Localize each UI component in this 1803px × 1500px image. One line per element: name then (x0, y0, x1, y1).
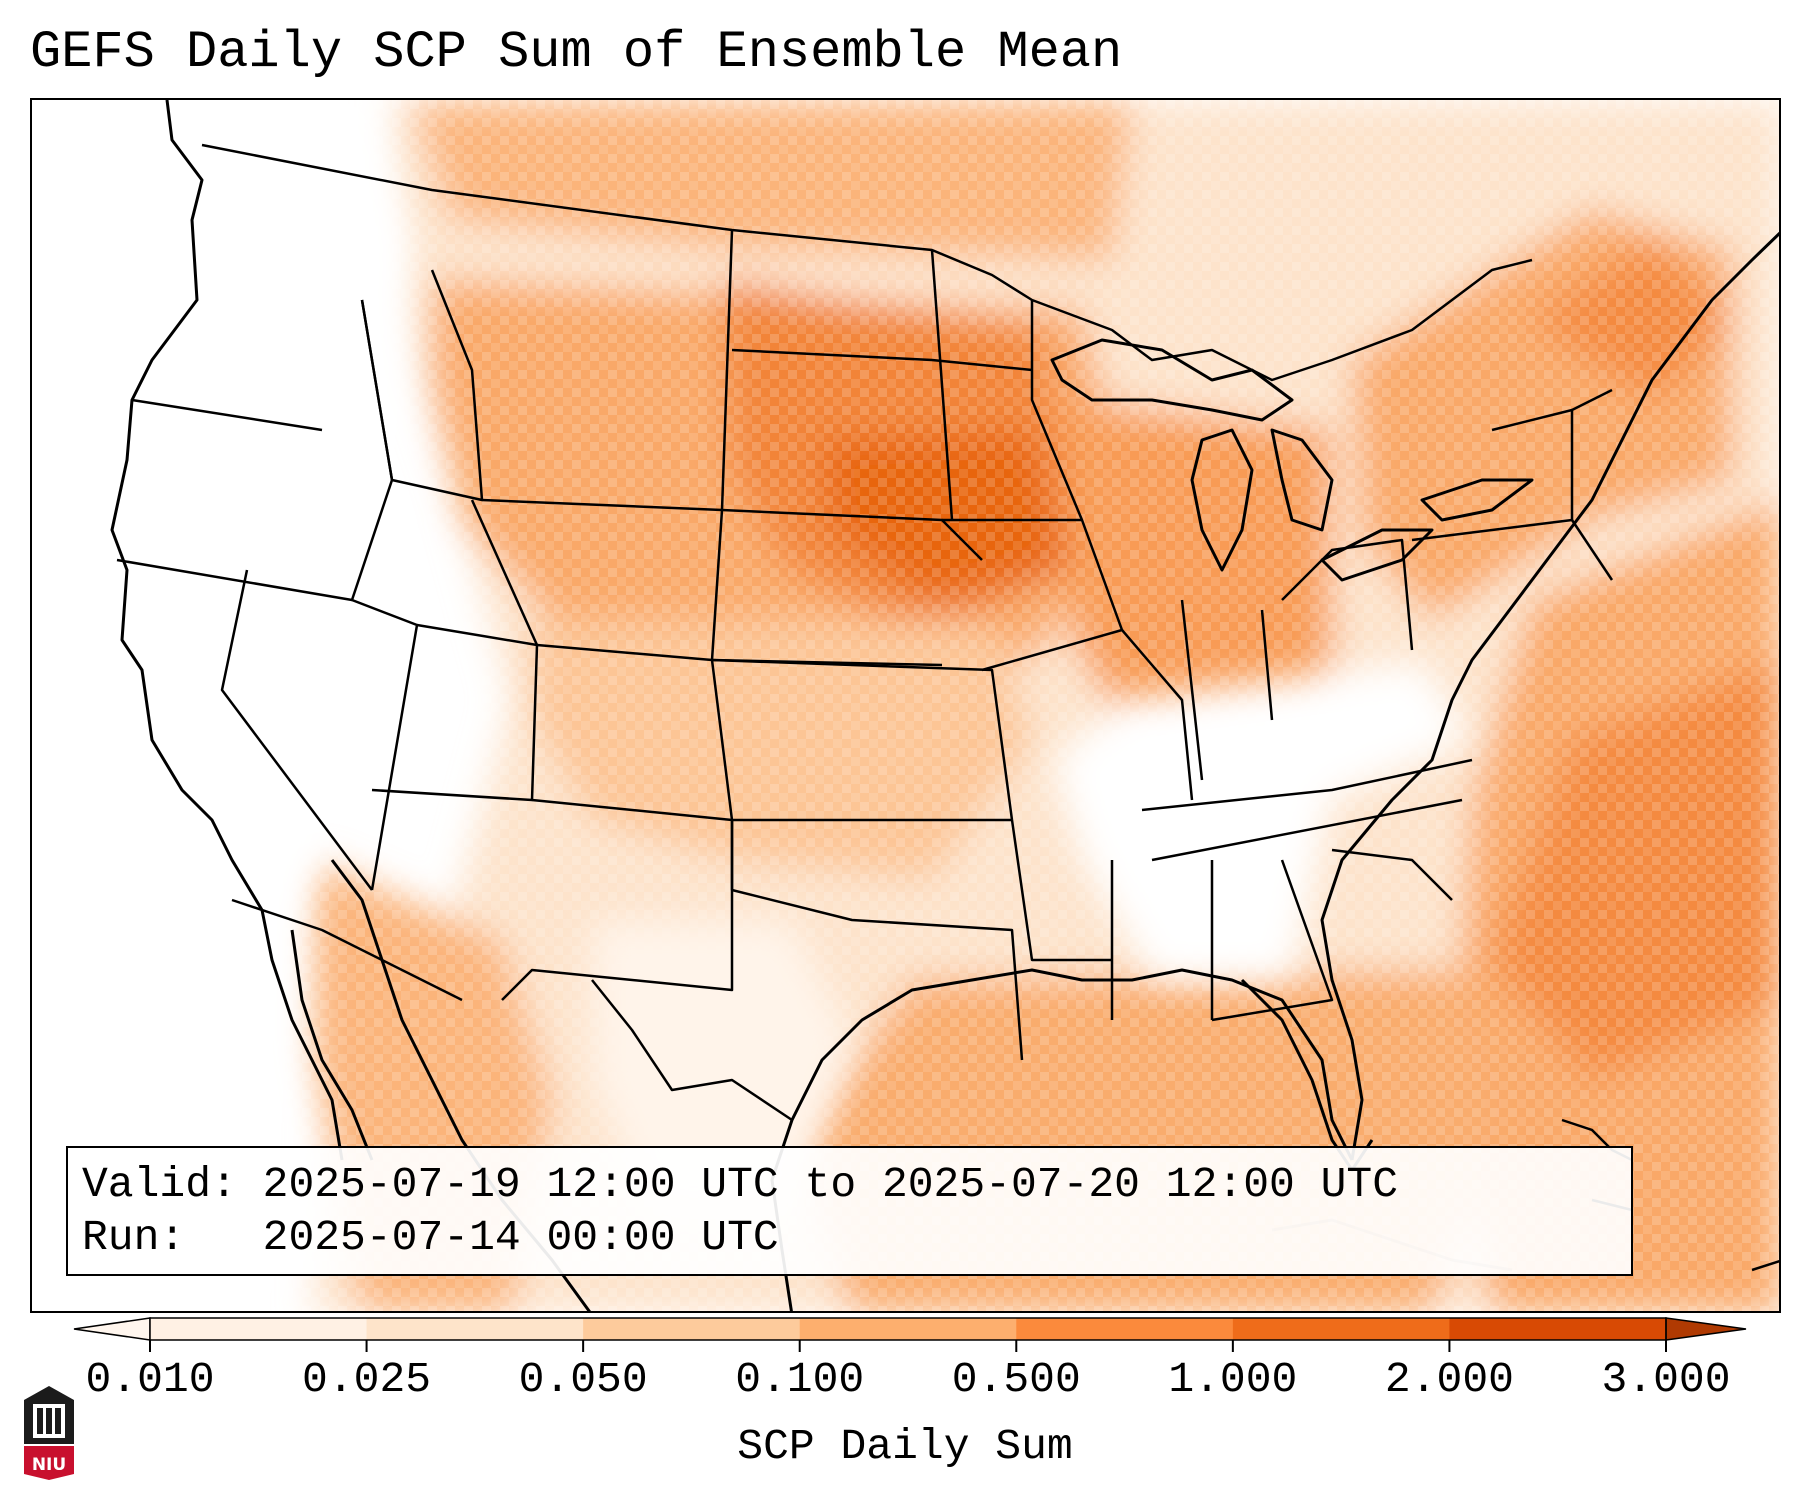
map-svg (32, 100, 1779, 1311)
colorbar-tick-label: 0.025 (302, 1355, 432, 1404)
colorbar-label: SCP Daily Sum (737, 1422, 1073, 1471)
run-label: Run: (82, 1213, 186, 1262)
colorbar-tick-label: 0.050 (518, 1355, 648, 1404)
colorbar-segment (1016, 1318, 1234, 1340)
great-lakes (1050, 338, 1534, 582)
colorbar-segment (366, 1318, 584, 1340)
valid-value: 2025-07-19 12:00 UTC to 2025-07-20 12:00… (262, 1160, 1399, 1209)
colorbar-tick-label: 0.500 (951, 1355, 1081, 1404)
colorbar-tick-label: 0.010 (85, 1355, 215, 1404)
state-borders (116, 143, 1614, 1122)
colorbar-segment (150, 1318, 368, 1340)
colorbar-tick-label: 0.100 (735, 1355, 865, 1404)
low-value-areas (32, 100, 1472, 1311)
colorbar-extend-max (1665, 1317, 1747, 1341)
niu-logo-icon: NIU (24, 1386, 74, 1480)
logo-text: NIU (32, 1455, 66, 1475)
colorbar-outline (149, 1317, 1667, 1341)
run-value: 2025-07-14 00:00 UTC (262, 1213, 779, 1262)
map-title: GEFS Daily SCP Sum of Ensemble Mean (30, 23, 1123, 82)
colorbar-tick-label: 1.000 (1168, 1355, 1298, 1404)
valid-run-info-box: Valid: 2025-07-19 12:00 UTC to 2025-07-2… (66, 1146, 1633, 1276)
colorbar-tick-label: 2.000 (1384, 1355, 1514, 1404)
scp-map (30, 98, 1781, 1313)
colorbar-segment (583, 1318, 801, 1340)
colorbar-segment (799, 1318, 1017, 1340)
colorbar-tick-label: 3.000 (1601, 1355, 1731, 1404)
colorbar-segment (1449, 1318, 1667, 1340)
valid-label: Valid: (82, 1160, 237, 1209)
colorbar-segment (1232, 1318, 1450, 1340)
colorbar (73, 1317, 1747, 1352)
colorbar-segments (73, 1317, 1747, 1352)
colorbar-extend-min (73, 1317, 151, 1341)
